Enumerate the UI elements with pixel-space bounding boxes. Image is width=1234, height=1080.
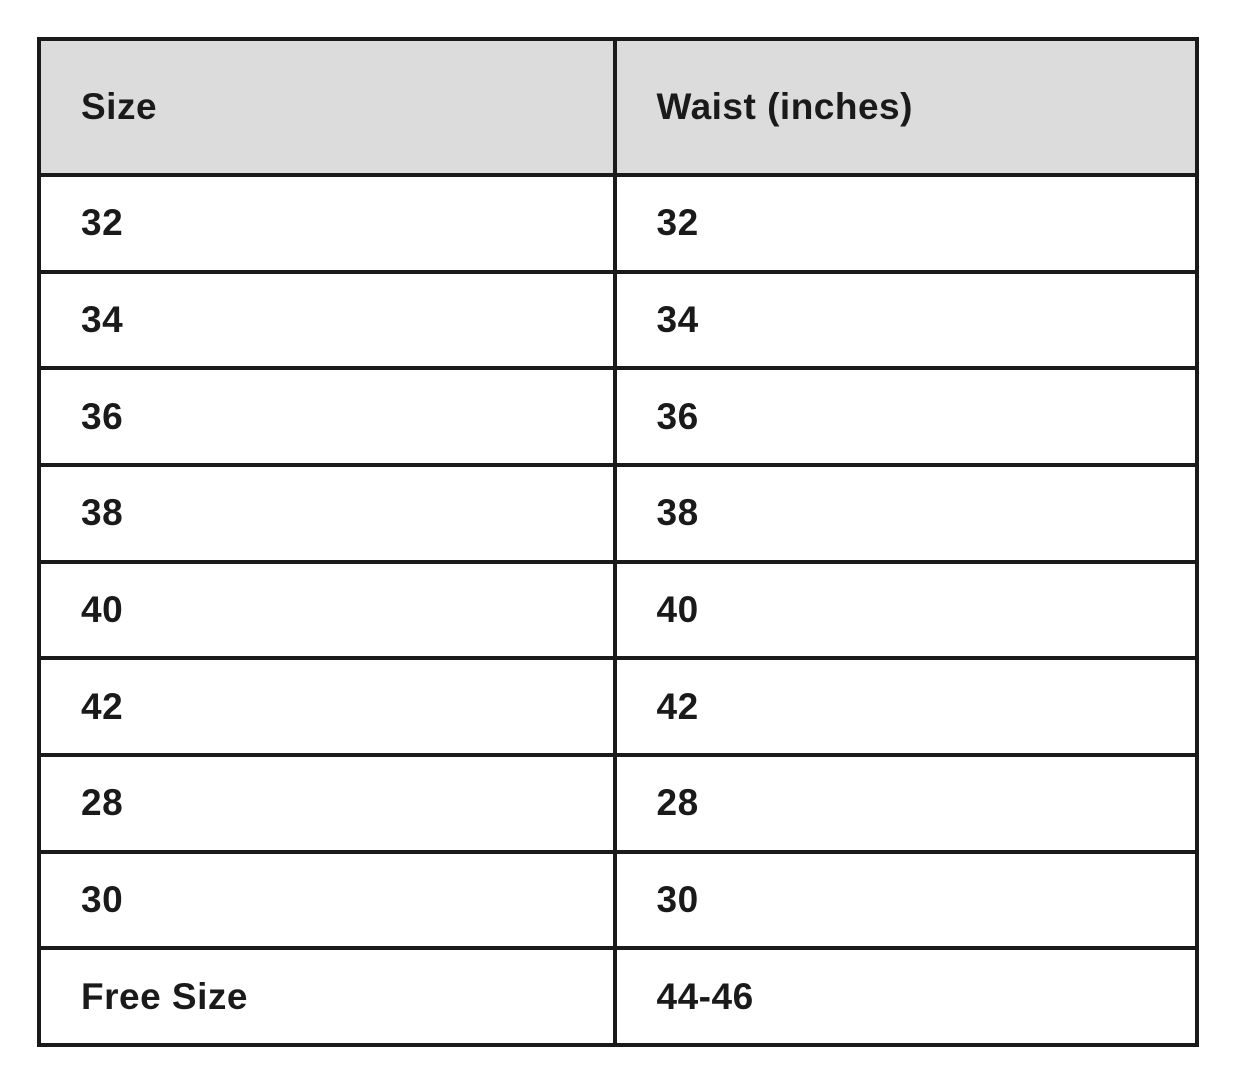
table-row: 30 30 xyxy=(39,851,1197,949)
waist-cell: 32 xyxy=(614,175,1197,272)
waist-cell: 38 xyxy=(614,464,1197,562)
table-row: 40 40 xyxy=(39,561,1197,659)
column-header-waist: Waist (inches) xyxy=(614,39,1197,175)
size-cell: 28 xyxy=(39,754,615,852)
table-row: 42 42 xyxy=(39,658,1197,755)
size-cell: 40 xyxy=(39,561,615,659)
waist-cell: 30 xyxy=(614,851,1197,949)
table-row: 34 34 xyxy=(39,271,1197,369)
size-table-body: 32 32 34 34 36 36 38 38 40 40 42 42 28 28 30 30 Free Siz… xyxy=(39,175,1197,1045)
table-row: Free Size 44-46 xyxy=(39,948,1197,1045)
size-cell: 36 xyxy=(39,368,615,465)
size-cell: Free Size xyxy=(39,948,615,1045)
size-cell: 34 xyxy=(39,271,615,369)
table-row: 32 32 xyxy=(39,175,1197,272)
waist-cell: 42 xyxy=(614,658,1197,755)
table-row: 38 38 xyxy=(39,464,1197,562)
waist-cell: 34 xyxy=(614,271,1197,369)
waist-cell: 44-46 xyxy=(614,948,1197,1045)
waist-cell: 36 xyxy=(614,368,1197,465)
size-cell: 30 xyxy=(39,851,615,949)
size-cell: 32 xyxy=(39,175,615,272)
header-row: Size Waist (inches) xyxy=(39,39,1197,175)
waist-cell: 40 xyxy=(614,561,1197,659)
size-cell: 42 xyxy=(39,658,615,755)
waist-cell: 28 xyxy=(614,754,1197,852)
table-row: 36 36 xyxy=(39,368,1197,465)
size-chart-table: Size Waist (inches) 32 32 34 34 36 36 38 38 40 40… xyxy=(37,37,1199,1047)
column-header-size: Size xyxy=(39,39,615,175)
table-row: 28 28 xyxy=(39,754,1197,852)
size-cell: 38 xyxy=(39,464,615,562)
